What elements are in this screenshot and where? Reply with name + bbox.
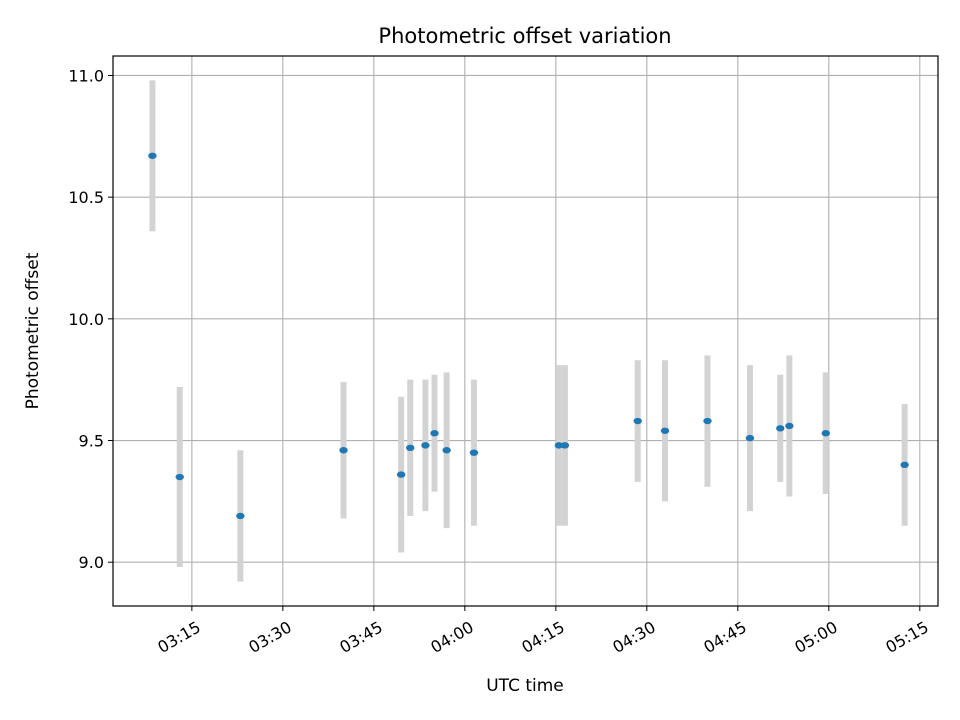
grid-lines bbox=[113, 56, 938, 606]
data-point bbox=[633, 417, 642, 425]
data-point bbox=[703, 417, 712, 425]
x-tick-label: 03:45 bbox=[336, 617, 385, 657]
data-point bbox=[821, 430, 830, 437]
data-point bbox=[776, 425, 785, 432]
data-point bbox=[900, 461, 909, 469]
plot-frame bbox=[112, 55, 939, 607]
data-point bbox=[785, 422, 794, 430]
y-axis-title: Photometric offset bbox=[23, 252, 43, 409]
data-point bbox=[430, 430, 439, 437]
x-axis-title: UTC time bbox=[486, 676, 564, 696]
data-point bbox=[469, 449, 479, 456]
y-tick-label: 9.5 bbox=[79, 432, 104, 451]
x-tick-label: 05:00 bbox=[791, 617, 840, 657]
x-tick-label: 03:15 bbox=[154, 617, 203, 657]
x-tick-label: 04:30 bbox=[609, 617, 658, 657]
x-tick-label: 04:45 bbox=[700, 617, 749, 657]
error-bars bbox=[149, 80, 908, 582]
data-point bbox=[339, 447, 348, 454]
x-tick-label: 04:15 bbox=[518, 617, 567, 657]
data-point bbox=[236, 512, 245, 520]
data-points bbox=[148, 152, 909, 520]
data-point bbox=[148, 152, 157, 159]
x-axis: 03:15 03:30 03:45 04:00 04:15 04:30 04:45 05:00… bbox=[154, 606, 932, 657]
x-tick-label: 03:30 bbox=[245, 617, 294, 657]
data-point bbox=[660, 427, 670, 434]
x-tick-label: 05:15 bbox=[882, 617, 931, 657]
x-tick-label: 04:00 bbox=[427, 617, 476, 657]
data-point bbox=[442, 447, 451, 454]
y-tick-label: 9.0 bbox=[79, 553, 104, 572]
y-tick-label: 11.0 bbox=[68, 66, 104, 85]
chart-title: Photometric offset variation bbox=[378, 24, 671, 48]
data-point bbox=[560, 442, 570, 449]
data-point bbox=[406, 444, 415, 452]
y-tick-label: 10.5 bbox=[68, 188, 104, 207]
data-point bbox=[554, 442, 564, 449]
y-tick-label: 10.0 bbox=[68, 310, 104, 329]
y-axis: 9.0 9.5 10.0 10.5 11.0 bbox=[68, 66, 113, 572]
data-point bbox=[175, 473, 184, 481]
data-point bbox=[396, 471, 406, 478]
data-point bbox=[421, 442, 430, 449]
data-point bbox=[745, 434, 755, 442]
